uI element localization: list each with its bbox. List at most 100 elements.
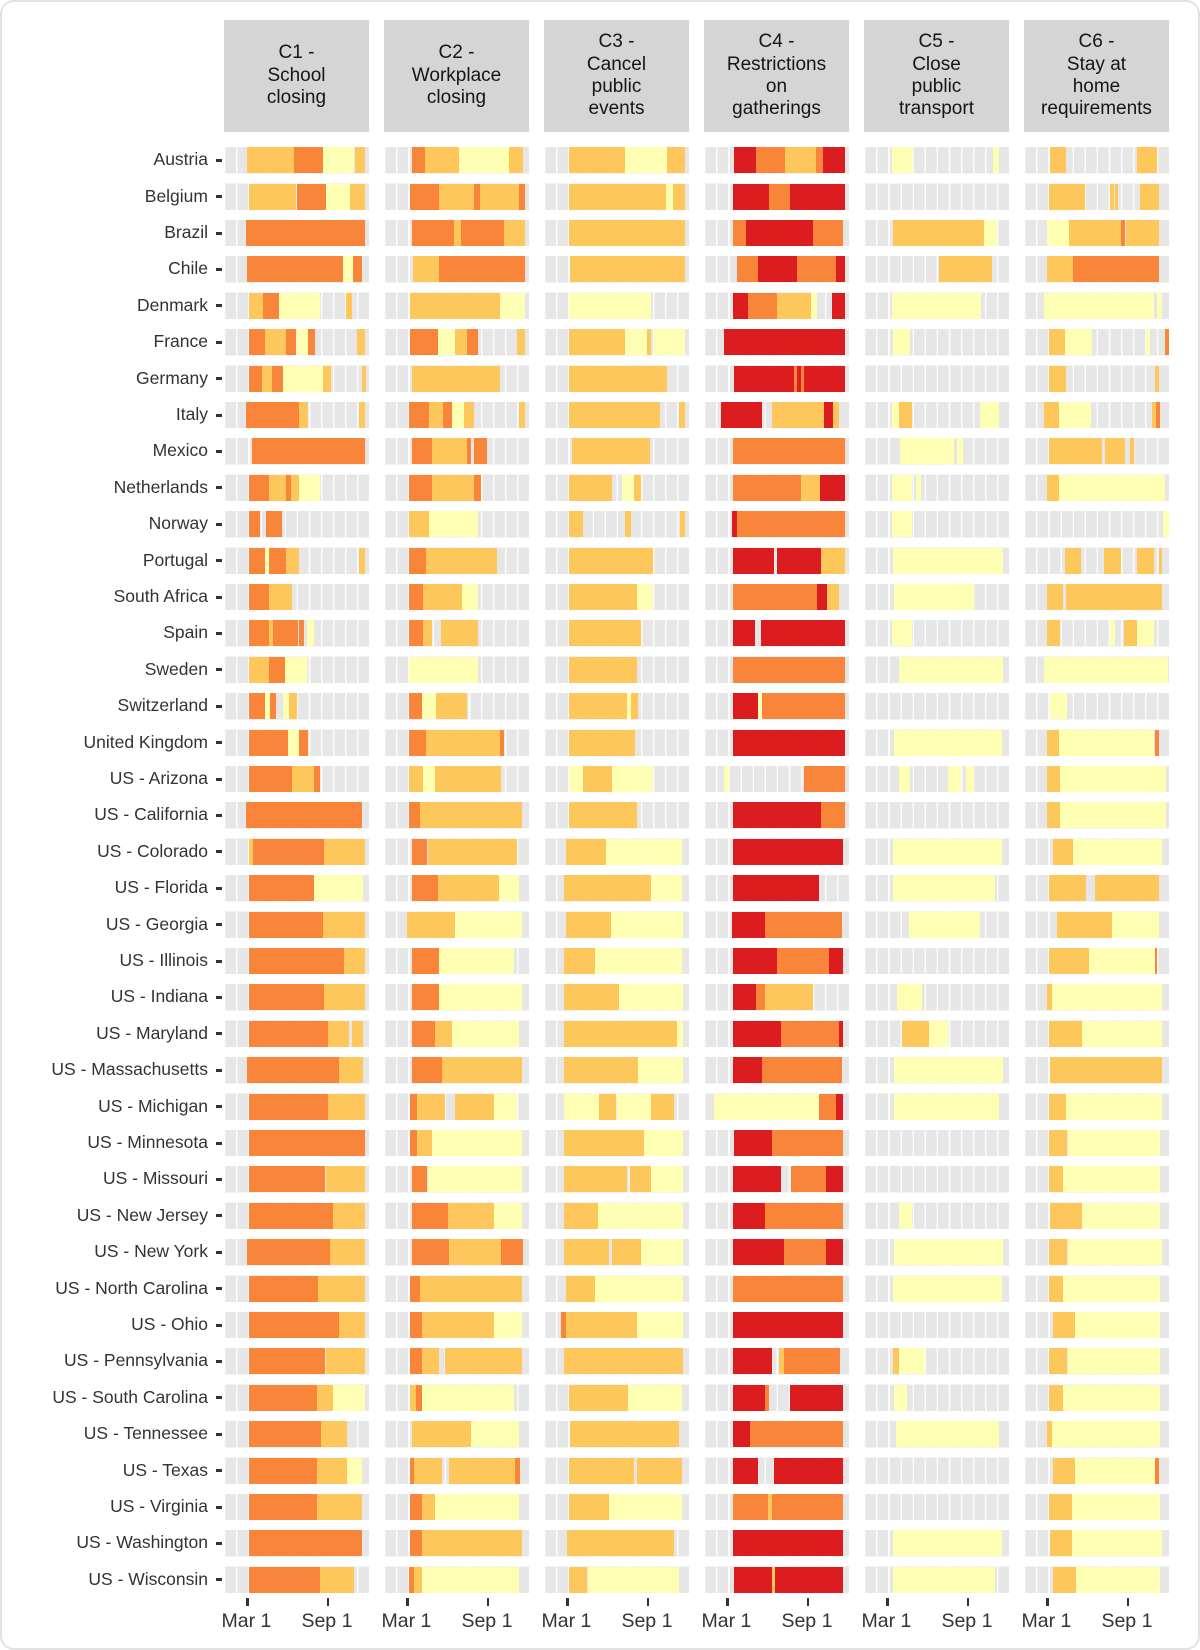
bar-segment bbox=[411, 1166, 428, 1193]
bar-segment bbox=[428, 402, 444, 428]
bar-segment bbox=[587, 1566, 679, 1593]
bar-segment bbox=[1089, 948, 1155, 974]
bar-segment bbox=[248, 511, 261, 538]
row-tick-mark bbox=[216, 413, 222, 417]
row-label: US - Washington bbox=[76, 1532, 208, 1553]
bar-segment bbox=[1109, 620, 1116, 647]
bar-segment bbox=[594, 948, 682, 974]
bar-segment bbox=[1157, 292, 1162, 319]
bar-segment bbox=[248, 329, 265, 356]
bar-segment bbox=[517, 329, 525, 356]
bar-segment bbox=[764, 911, 842, 938]
row-tick-mark bbox=[216, 1105, 222, 1109]
bar-segment bbox=[746, 220, 813, 246]
bar-segment bbox=[568, 183, 666, 210]
bar-segment bbox=[616, 1093, 652, 1120]
bar-segment bbox=[514, 1457, 521, 1484]
facet-header-c1: C1 - School closing bbox=[224, 20, 369, 132]
bar-segment bbox=[261, 365, 272, 392]
x-axis-tick bbox=[486, 1598, 490, 1606]
bar-segment bbox=[361, 365, 367, 392]
bar-segment bbox=[733, 1494, 768, 1520]
bar-segment bbox=[1068, 220, 1122, 246]
bar-segment bbox=[500, 729, 505, 756]
bar-segment bbox=[248, 656, 269, 683]
bar-segment bbox=[421, 1312, 495, 1338]
bar-segment bbox=[299, 620, 304, 647]
bar-segment bbox=[733, 948, 777, 974]
bar-segment bbox=[428, 511, 479, 538]
bar-segment bbox=[606, 838, 682, 865]
bar-segment bbox=[831, 292, 845, 319]
bar-segment bbox=[287, 729, 300, 756]
row-tick-mark bbox=[216, 668, 222, 672]
row-label: US - Maryland bbox=[96, 1022, 208, 1043]
bar-segment bbox=[1125, 220, 1159, 246]
bar-segment bbox=[646, 329, 652, 356]
bar-segment bbox=[1051, 984, 1162, 1011]
x-axis-label: Mar 1 bbox=[381, 1610, 432, 1632]
bar-segment bbox=[1048, 1494, 1072, 1520]
bar-segment bbox=[801, 365, 805, 392]
bar-segment bbox=[785, 147, 816, 174]
bar-segment bbox=[358, 547, 365, 574]
bar-segment bbox=[734, 1566, 773, 1593]
bar-segment bbox=[289, 693, 297, 720]
x-axis-label: Sep 1 bbox=[301, 1610, 353, 1632]
bar-segment bbox=[824, 402, 834, 428]
bar-segment bbox=[417, 1093, 445, 1120]
bar-segment bbox=[431, 474, 474, 501]
bar-segment bbox=[1067, 1239, 1162, 1266]
bar-segment bbox=[1067, 1130, 1161, 1156]
bar-segment bbox=[568, 584, 637, 610]
row-tick-mark bbox=[216, 1541, 222, 1545]
bar-segment bbox=[410, 292, 500, 319]
bar-segment bbox=[449, 1239, 502, 1266]
bar-segment bbox=[421, 1384, 515, 1411]
bar-segment bbox=[776, 547, 822, 574]
bar-segment bbox=[636, 1457, 682, 1484]
x-axis-tick bbox=[326, 1598, 330, 1606]
bar-segment bbox=[733, 1348, 773, 1375]
row-tick-mark bbox=[216, 995, 222, 999]
bar-segment bbox=[420, 1275, 522, 1302]
bar-segment bbox=[286, 329, 297, 356]
bar-segment bbox=[415, 1384, 422, 1411]
bar-segment bbox=[296, 183, 326, 210]
bar-segment bbox=[1048, 1348, 1068, 1375]
row-tick-mark bbox=[216, 449, 222, 453]
bar-segment bbox=[345, 292, 352, 319]
bar-segment bbox=[626, 693, 631, 720]
bar-segment bbox=[733, 875, 819, 902]
bar-segment bbox=[286, 547, 300, 574]
bar-segment bbox=[599, 1093, 617, 1120]
bar-segment bbox=[498, 875, 519, 902]
bar-segment bbox=[508, 147, 524, 174]
bar-segment bbox=[1047, 474, 1059, 501]
bar-segment bbox=[290, 474, 300, 501]
bar-segment bbox=[270, 693, 277, 720]
bar-segment bbox=[757, 256, 797, 283]
bar-segment bbox=[421, 1530, 522, 1557]
bar-segment bbox=[410, 1348, 422, 1375]
bar-segment bbox=[459, 147, 509, 174]
bar-segment bbox=[332, 1202, 365, 1229]
bar-segment bbox=[733, 1457, 758, 1484]
row-label: US - Texas bbox=[122, 1459, 208, 1480]
row-label: Norway bbox=[148, 513, 208, 534]
bar-segment bbox=[644, 1130, 684, 1156]
bar-segment bbox=[292, 766, 314, 792]
bar-segment bbox=[466, 329, 479, 356]
bar-segment bbox=[248, 620, 269, 647]
row-label: Chile bbox=[168, 258, 208, 279]
bar-segment bbox=[417, 1130, 432, 1156]
bar-segment bbox=[825, 1166, 844, 1193]
row-tick-mark bbox=[216, 231, 222, 235]
bar-segment bbox=[568, 329, 626, 356]
bar-segment bbox=[564, 1348, 684, 1375]
row-label: United Kingdom bbox=[83, 731, 208, 752]
row-label: US - Florida bbox=[114, 877, 208, 898]
bar-segment bbox=[411, 1057, 442, 1084]
bar-segment bbox=[264, 693, 271, 720]
bar-segment bbox=[764, 1202, 844, 1229]
